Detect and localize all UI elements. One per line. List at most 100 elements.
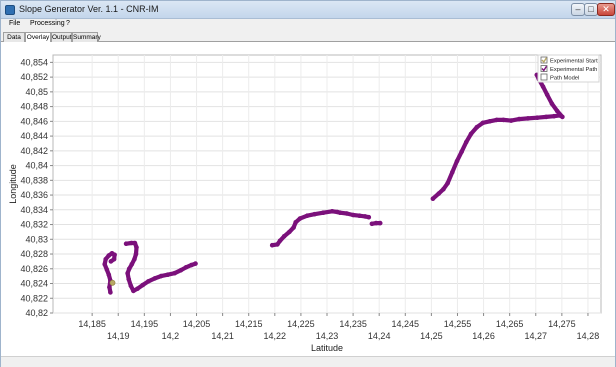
path-point (362, 214, 368, 219)
y-tick-label: 40,832 (20, 220, 48, 230)
path-point (103, 256, 108, 262)
path-point (535, 115, 540, 120)
x-tick-label: 14,27 (524, 331, 547, 341)
y-tick-label: 40,836 (20, 190, 48, 200)
menu-help[interactable]: ? (66, 20, 70, 27)
path-point (269, 242, 275, 248)
check-icon (541, 65, 548, 72)
path-point (129, 240, 134, 246)
path-point (357, 213, 362, 218)
path-point (321, 210, 326, 215)
y-tick-label: 40,842 (20, 146, 48, 156)
path-point (468, 131, 474, 137)
path-point (560, 114, 565, 120)
path-point (123, 241, 129, 246)
y-tick-label: 40,83 (25, 234, 48, 244)
path-point (111, 256, 117, 262)
path-point (454, 158, 460, 164)
path-point (508, 118, 514, 123)
path-point (126, 266, 132, 272)
x-tick-label: 14,28 (577, 331, 600, 341)
app-icon (5, 5, 15, 15)
path-point (549, 101, 555, 106)
x-tick-label: 14,21 (211, 331, 234, 341)
path-point (126, 276, 131, 282)
path-point (501, 117, 506, 123)
path-point (464, 139, 469, 145)
menu-file[interactable]: File (9, 20, 21, 27)
path-point (474, 124, 480, 130)
path-point (369, 221, 375, 227)
path-point (106, 272, 112, 277)
legend-checkbox[interactable] (540, 56, 548, 64)
path-point (312, 211, 317, 217)
path-point (344, 211, 350, 216)
y-tick-label: 40,846 (20, 116, 48, 126)
y-tick-label: 40,852 (20, 72, 48, 82)
y-tick-label: 40,828 (20, 249, 48, 259)
legend-checkbox[interactable] (540, 73, 548, 81)
path-point (102, 262, 107, 267)
y-tick-label: 40,834 (20, 205, 48, 215)
x-tick-label: 14,225 (287, 319, 315, 329)
maximize-button[interactable]: □ (584, 3, 598, 16)
path-segment (430, 72, 565, 201)
x-tick-label: 14,265 (496, 319, 524, 329)
y-tick-label: 40,826 (20, 264, 48, 274)
path-point (487, 119, 493, 124)
path-point (178, 267, 184, 273)
x-tick-label: 14,245 (392, 319, 420, 329)
path-point (436, 191, 442, 196)
path-point (540, 84, 546, 89)
start-point (109, 279, 116, 286)
x-tick-label: 14,19 (107, 331, 130, 341)
path-point (494, 117, 499, 123)
path-point (350, 212, 356, 218)
tab-data[interactable]: Data (3, 32, 25, 42)
tab-output[interactable]: Output (51, 32, 72, 42)
path-point (551, 113, 557, 119)
x-tick-label: 14,215 (235, 319, 263, 329)
close-button[interactable]: ✕ (597, 3, 615, 16)
path-point (281, 234, 287, 239)
path-point (459, 149, 465, 154)
path-point (366, 214, 372, 220)
x-tick-label: 14,275 (548, 319, 576, 329)
tab-overlay[interactable]: Overlay (25, 32, 51, 43)
path-point (377, 220, 383, 226)
path-point (131, 288, 136, 294)
legend-checkbox[interactable] (540, 65, 548, 72)
x-axis-title: Latitude (311, 343, 343, 353)
path-point (373, 220, 379, 226)
path-point (544, 92, 550, 98)
x-tick-label: 14,205 (183, 319, 211, 329)
window-title: Slope Generator Ver. 1.1 - CNR-IM (19, 4, 159, 14)
path-point (152, 276, 158, 281)
path-point (543, 114, 549, 120)
path-point (158, 273, 164, 279)
tab-summary[interactable]: Summary (72, 32, 101, 42)
legend-label: Experimental Start (550, 59, 598, 65)
x-tick-label: 14,22 (264, 331, 287, 341)
y-tick-label: 40,82 (25, 308, 48, 318)
x-tick-label: 14,255 (444, 319, 472, 329)
path-point (165, 272, 171, 277)
title-bar[interactable]: Slope Generator Ver. 1.1 - CNR-IM – □ ✕ (1, 1, 615, 19)
x-tick-label: 14,195 (131, 319, 159, 329)
path-point (183, 265, 189, 270)
tab-bar: Data Overlay Output Summary (1, 31, 615, 43)
path-point (132, 256, 137, 262)
path-point (516, 116, 522, 122)
path-point (287, 229, 292, 235)
overlay-chart: 40,82 40,822 40,824 40,826 40,828 40,83 40,832… (8, 54, 602, 353)
path-point (277, 238, 283, 244)
menu-processing[interactable]: Processing (30, 20, 65, 27)
path-point (329, 209, 335, 214)
minimize-button[interactable]: – (571, 3, 585, 16)
path-point (297, 216, 303, 221)
x-tick-label: 14,26 (472, 331, 495, 341)
path-point (525, 116, 531, 121)
path-point (128, 283, 134, 288)
path-point (146, 279, 151, 284)
